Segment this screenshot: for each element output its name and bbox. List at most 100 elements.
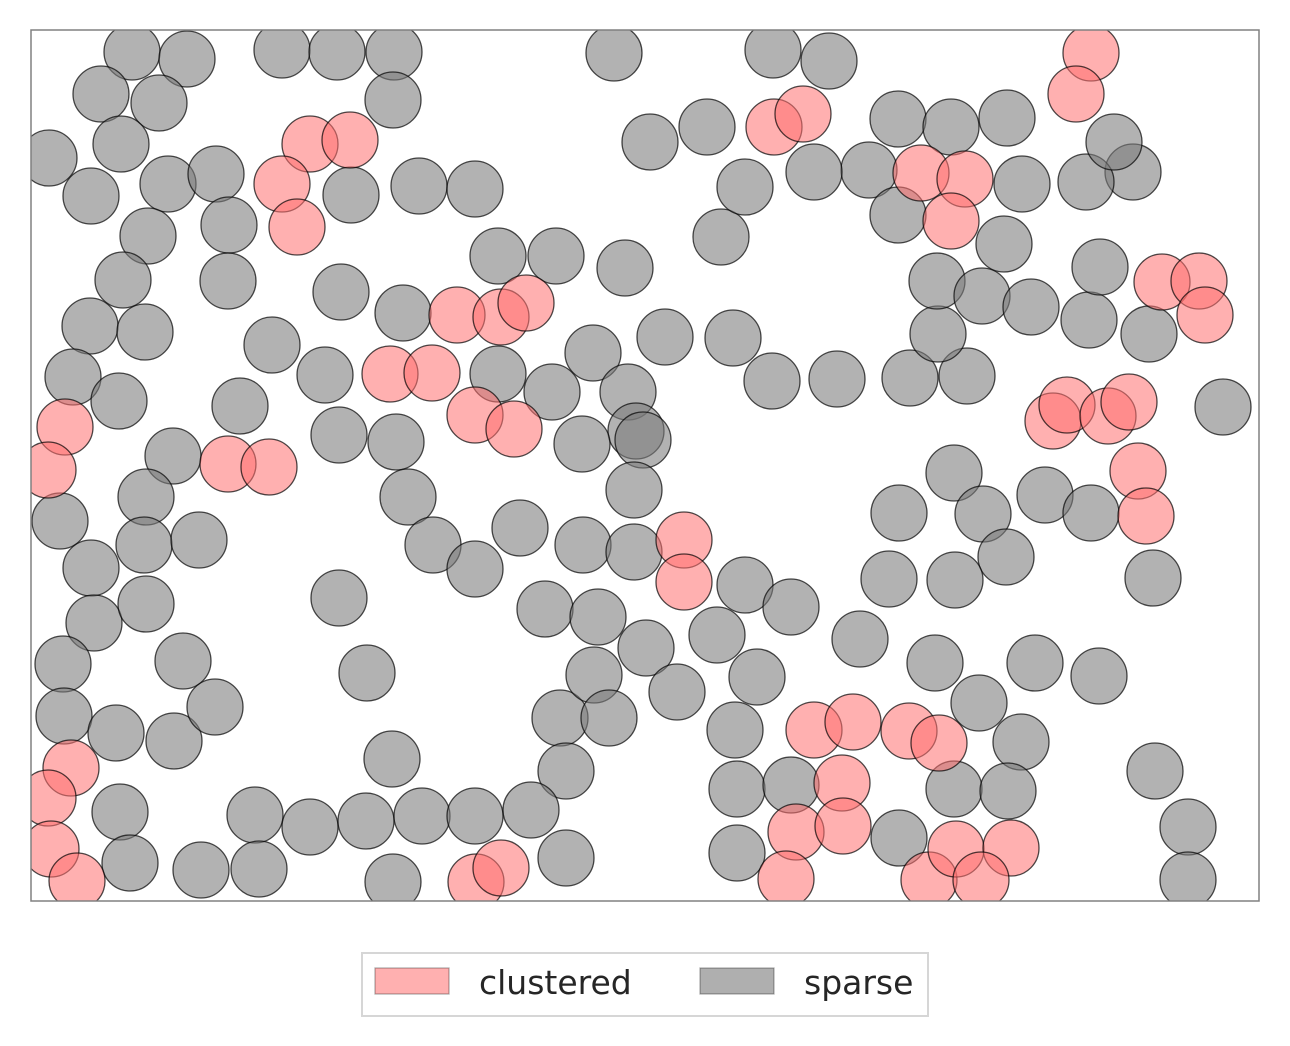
point-sparse: [62, 539, 120, 597]
point-sparse: [226, 786, 284, 844]
point-sparse: [808, 350, 866, 408]
series-sparse: [31, 30, 1252, 901]
point-sparse: [870, 809, 928, 867]
point-sparse: [953, 267, 1011, 325]
point-sparse: [1002, 278, 1060, 336]
point-sparse: [1057, 153, 1115, 211]
legend-swatch-sparse: [699, 967, 775, 995]
point-sparse: [187, 145, 245, 203]
point-sparse: [906, 634, 964, 692]
point-sparse: [337, 792, 395, 850]
point-sparse: [1070, 647, 1128, 705]
point-clustered: [268, 198, 326, 256]
point-sparse: [199, 252, 257, 310]
point-sparse: [621, 113, 679, 171]
point-sparse: [130, 74, 188, 132]
point-sparse: [537, 742, 595, 800]
point-sparse: [243, 316, 301, 374]
point-sparse: [881, 349, 939, 407]
point-sparse: [926, 551, 984, 609]
point-clustered: [774, 85, 832, 143]
point-sparse: [992, 713, 1050, 771]
point-sparse: [364, 71, 422, 129]
point-sparse: [708, 760, 766, 818]
point-sparse: [87, 704, 145, 762]
point-clustered: [31, 441, 77, 499]
point-sparse: [692, 208, 750, 266]
point-sparse: [1159, 851, 1217, 901]
point-sparse: [119, 207, 177, 265]
point-clustered: [485, 400, 543, 458]
point-sparse: [65, 594, 123, 652]
point-sparse: [614, 411, 672, 469]
point-sparse: [491, 499, 549, 557]
point-sparse: [338, 644, 396, 702]
point-clustered: [655, 553, 713, 611]
point-sparse: [648, 663, 706, 721]
point-sparse: [1194, 378, 1252, 436]
point-clustered: [1047, 65, 1105, 123]
point-sparse: [708, 824, 766, 882]
point-sparse: [158, 30, 216, 88]
point-sparse: [979, 762, 1037, 820]
point-sparse: [580, 689, 638, 747]
point-sparse: [564, 324, 622, 382]
point-sparse: [446, 787, 504, 845]
point-sparse: [1126, 742, 1184, 800]
point-sparse: [975, 215, 1033, 273]
point-sparse: [925, 444, 983, 502]
point-clustered: [952, 851, 1010, 901]
point-sparse: [909, 305, 967, 363]
point-clustered: [910, 714, 968, 772]
point-sparse: [61, 297, 119, 355]
point-sparse: [938, 347, 996, 405]
point-sparse: [145, 712, 203, 770]
point-sparse: [688, 606, 746, 664]
point-sparse: [870, 484, 928, 542]
point-sparse: [704, 309, 762, 367]
point-sparse: [993, 155, 1051, 213]
point-sparse: [605, 523, 663, 581]
point-sparse: [1085, 113, 1143, 171]
point-clustered: [321, 111, 379, 169]
point-sparse: [322, 166, 380, 224]
point-sparse: [516, 580, 574, 638]
point-sparse: [91, 783, 149, 841]
point-sparse: [762, 578, 820, 636]
plot-frame: [30, 29, 1260, 902]
point-clustered: [240, 438, 298, 496]
point-sparse: [363, 730, 421, 788]
point-clustered: [824, 693, 882, 751]
point-sparse: [596, 239, 654, 297]
legend-label-clustered: clustered: [479, 963, 632, 1002]
point-sparse: [1071, 238, 1129, 296]
point-sparse: [678, 98, 736, 156]
point-sparse: [310, 406, 368, 464]
point-sparse: [1060, 291, 1118, 349]
point-sparse: [296, 346, 354, 404]
plot-area: [30, 29, 1260, 902]
point-sparse: [502, 781, 560, 839]
point-sparse: [62, 167, 120, 225]
point-clustered: [922, 192, 980, 250]
legend-box: [361, 952, 929, 1017]
point-sparse: [785, 143, 843, 201]
point-sparse: [446, 540, 504, 598]
point-sparse: [569, 588, 627, 646]
point-sparse: [35, 687, 93, 745]
point-sparse: [34, 635, 92, 693]
point-sparse: [390, 157, 448, 215]
point-sparse: [186, 678, 244, 736]
point-sparse: [978, 89, 1036, 147]
point-sparse: [90, 372, 148, 430]
point-sparse: [743, 352, 801, 410]
point-sparse: [537, 829, 595, 887]
point-sparse: [831, 610, 889, 668]
point-sparse: [1006, 634, 1064, 692]
point-sparse: [374, 284, 432, 342]
point-clustered: [1100, 373, 1158, 431]
point-sparse: [446, 160, 504, 218]
point-sparse: [527, 227, 585, 285]
point-sparse: [115, 516, 173, 574]
